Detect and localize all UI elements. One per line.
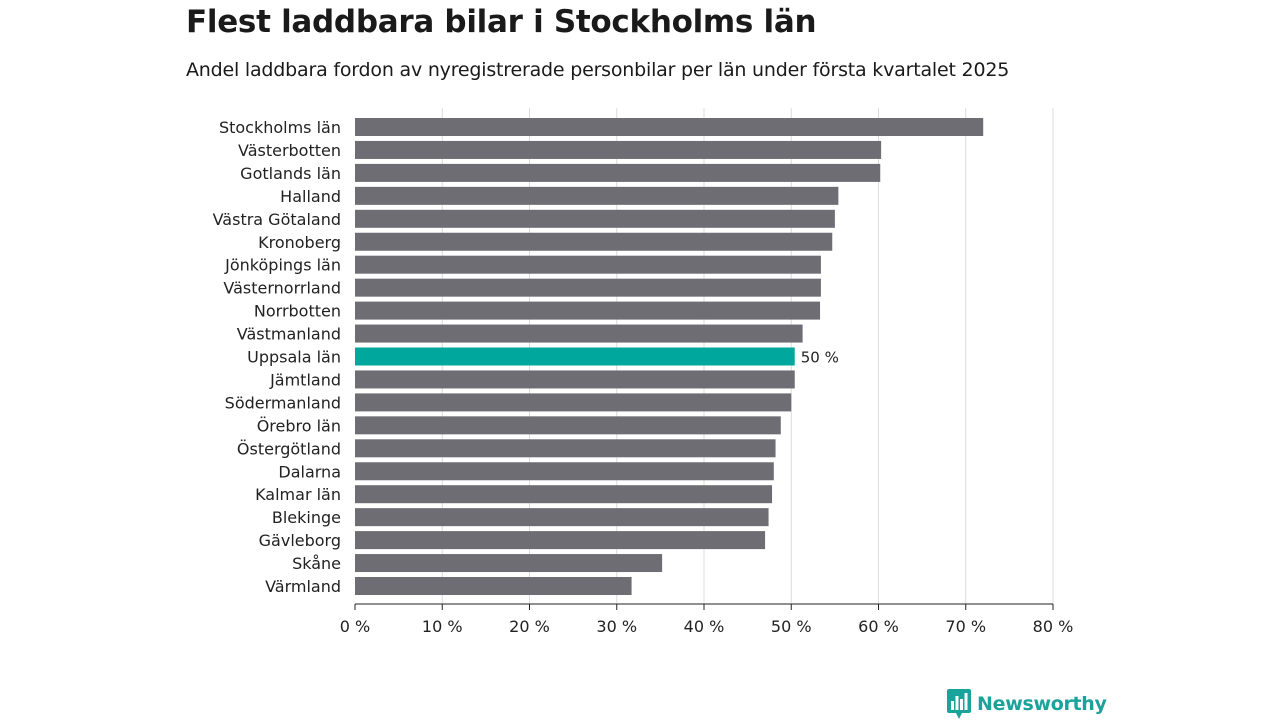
bars (355, 118, 984, 595)
bar-chart-speech-bubble-icon (947, 689, 971, 719)
category-label: Uppsala län (247, 348, 341, 367)
chart-title: Flest laddbara bilar i Stockholms län (186, 4, 817, 40)
data-label: 50 % (801, 349, 839, 367)
x-tick-label: 0 % (340, 617, 370, 636)
x-tick-label: 20 % (509, 617, 550, 636)
bar (355, 232, 833, 251)
bar (355, 508, 769, 527)
category-label: Västerbotten (238, 141, 341, 160)
bar (355, 255, 821, 274)
category-label: Örebro län (257, 416, 341, 435)
category-label: Gävleborg (259, 531, 341, 550)
bar (355, 416, 781, 435)
category-label: Västmanland (237, 325, 341, 344)
category-label: Östergötland (237, 439, 341, 458)
bar (355, 324, 803, 343)
category-label: Stockholms län (219, 118, 341, 137)
category-label: Halland (280, 187, 341, 206)
bar (355, 531, 766, 550)
x-tick-label: 60 % (858, 617, 899, 636)
bar (355, 118, 984, 136)
x-tick-label: 80 % (1033, 617, 1074, 636)
bar (355, 301, 821, 320)
x-tick-label: 40 % (684, 617, 725, 636)
bar (355, 370, 795, 389)
category-label: Kalmar län (255, 485, 341, 504)
bar (355, 140, 882, 159)
category-label: Norrbotten (254, 302, 341, 321)
bar (355, 163, 881, 182)
category-label: Västernorrland (223, 279, 341, 298)
category-label: Västra Götaland (213, 210, 341, 229)
category-label: Värmland (265, 577, 341, 596)
brand-logo: Newsworthy (947, 689, 1107, 719)
bar (355, 186, 839, 205)
x-tick-label: 30 % (596, 617, 637, 636)
bar (355, 209, 835, 228)
category-label: Dalarna (278, 462, 341, 481)
x-tick-label: 10 % (422, 617, 463, 636)
category-label: Jönköpings län (224, 256, 341, 275)
category-label: Skåne (292, 554, 341, 573)
category-label: Jämtland (269, 370, 341, 389)
bar (355, 393, 792, 412)
category-label: Kronoberg (258, 233, 341, 252)
bar (355, 485, 773, 504)
bar (355, 278, 821, 297)
category-label: Gotlands län (240, 164, 341, 183)
bar-highlight (355, 347, 795, 366)
category-labels: Stockholms län Västerbotten Gotlands län Ha… (213, 118, 839, 596)
x-axis: 0 % 10 % 20 % 30 % 40 % 50 % 60 % 70 % 80 % (340, 603, 1074, 636)
bar (355, 554, 663, 573)
bar (355, 462, 774, 481)
x-tick-label: 70 % (945, 617, 986, 636)
category-label: Södermanland (225, 393, 341, 412)
category-label: Blekinge (272, 508, 341, 527)
bar (355, 439, 776, 458)
brand-name: Newsworthy (977, 693, 1107, 715)
bar (355, 577, 632, 595)
chart-subtitle: Andel laddbara fordon av nyregistrerade … (186, 59, 1010, 81)
x-tick-label: 50 % (771, 617, 812, 636)
